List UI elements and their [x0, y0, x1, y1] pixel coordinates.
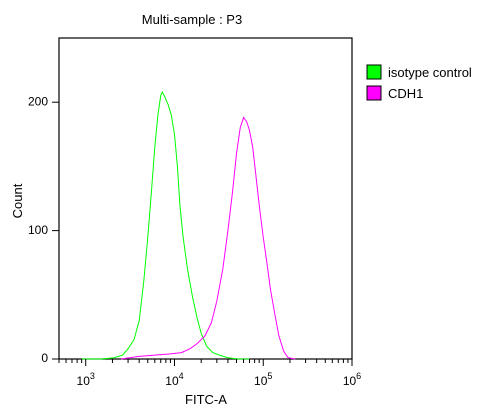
x-tick-label: 105 [254, 371, 272, 388]
x-axis: 103 104 105 106 [58, 359, 361, 388]
legend: isotype control CDH1 [366, 64, 472, 101]
x-tick-label: 106 [343, 371, 361, 388]
legend-swatch [366, 85, 382, 101]
x-minor-ticks [58, 359, 353, 366]
chart-title: Multi-sample : P3 [142, 12, 242, 27]
y-tick-label: 100 [28, 223, 48, 237]
plot-frame [58, 37, 353, 360]
series-line-isotype-control [81, 90, 250, 360]
y-axis-title: Count [10, 183, 25, 218]
y-tick-label: 200 [28, 94, 48, 108]
legend-label: CDH1 [388, 86, 423, 101]
series-layer [81, 90, 296, 360]
y-tick: 0 [41, 351, 59, 365]
x-tick-label: 103 [77, 371, 95, 388]
y-tick: 200 [28, 94, 59, 108]
y-tick: 100 [28, 223, 59, 237]
legend-item-cdh1: CDH1 [366, 85, 423, 101]
x-axis-title: FITC-A [185, 392, 227, 407]
legend-label: isotype control [388, 65, 472, 80]
legend-item-isotype-control: isotype control [366, 64, 472, 80]
series-line-cdh1 [120, 116, 296, 360]
y-tick-label: 0 [41, 351, 48, 365]
y-axis: 0 100 200 [28, 94, 59, 365]
x-tick-label: 104 [165, 371, 183, 388]
legend-swatch [366, 64, 382, 80]
